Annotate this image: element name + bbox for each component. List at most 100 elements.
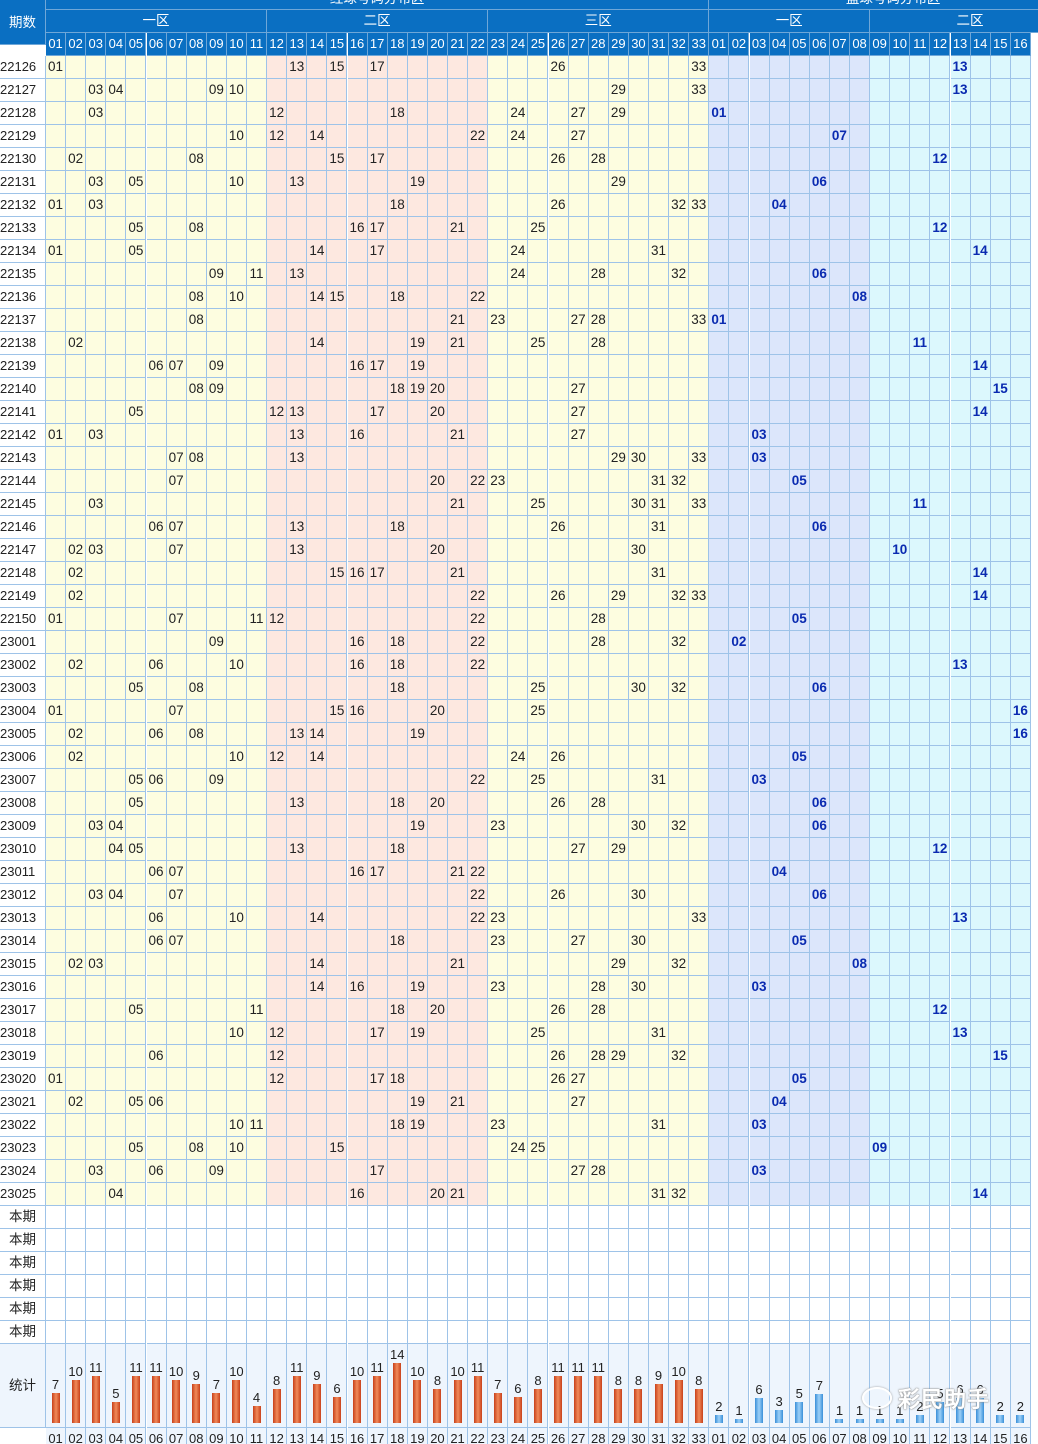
current-period-pick-cell[interactable] bbox=[528, 1206, 549, 1229]
current-period-pick-cell[interactable] bbox=[769, 1298, 790, 1321]
current-period-pick-cell[interactable] bbox=[568, 1229, 589, 1252]
current-period-pick-cell[interactable] bbox=[608, 1206, 629, 1229]
current-period-pick-cell[interactable] bbox=[66, 1275, 87, 1298]
current-period-pick-cell[interactable] bbox=[729, 1229, 750, 1252]
current-period-pick-cell[interactable] bbox=[568, 1275, 589, 1298]
current-period-pick-cell[interactable] bbox=[548, 1229, 569, 1252]
current-period-pick-cell[interactable] bbox=[407, 1229, 428, 1252]
current-period-pick-cell[interactable] bbox=[890, 1206, 911, 1229]
current-period-pick-cell[interactable] bbox=[146, 1229, 167, 1252]
current-period-pick-cell[interactable] bbox=[970, 1275, 991, 1298]
current-period-pick-cell[interactable] bbox=[66, 1252, 87, 1275]
current-period-pick-cell[interactable] bbox=[146, 1321, 167, 1344]
current-period-pick-cell[interactable] bbox=[608, 1298, 629, 1321]
current-period-pick-cell[interactable] bbox=[970, 1321, 991, 1344]
current-period-pick-cell[interactable] bbox=[990, 1229, 1011, 1252]
current-period-pick-cell[interactable] bbox=[488, 1229, 509, 1252]
current-period-pick-cell[interactable] bbox=[247, 1229, 268, 1252]
current-period-pick-cell[interactable] bbox=[809, 1298, 830, 1321]
current-period-pick-cell[interactable] bbox=[749, 1229, 770, 1252]
current-period-pick-cell[interactable] bbox=[649, 1298, 670, 1321]
current-period-pick-cell[interactable] bbox=[86, 1321, 107, 1344]
current-period-pick-cell[interactable] bbox=[468, 1252, 489, 1275]
current-period-pick-cell[interactable] bbox=[186, 1298, 207, 1321]
current-period-pick-cell[interactable] bbox=[689, 1298, 710, 1321]
current-period-pick-cell[interactable] bbox=[186, 1275, 207, 1298]
current-period-pick-cell[interactable] bbox=[628, 1275, 649, 1298]
current-period-pick-cell[interactable] bbox=[709, 1275, 730, 1298]
current-period-pick-cell[interactable] bbox=[46, 1229, 67, 1252]
current-period-pick-cell[interactable] bbox=[689, 1321, 710, 1344]
current-period-pick-cell[interactable] bbox=[990, 1321, 1011, 1344]
current-period-pick-cell[interactable] bbox=[588, 1275, 609, 1298]
current-period-pick-cell[interactable] bbox=[427, 1321, 448, 1344]
current-period-pick-cell[interactable] bbox=[789, 1298, 810, 1321]
current-period-pick-cell[interactable] bbox=[66, 1229, 87, 1252]
current-period-pick-cell[interactable] bbox=[226, 1275, 247, 1298]
current-period-pick-cell[interactable] bbox=[950, 1298, 971, 1321]
current-period-pick-cell[interactable] bbox=[749, 1298, 770, 1321]
current-period-pick-cell[interactable] bbox=[910, 1252, 931, 1275]
current-period-pick-cell[interactable] bbox=[186, 1321, 207, 1344]
current-period-pick-cell[interactable] bbox=[86, 1229, 107, 1252]
current-period-pick-cell[interactable] bbox=[910, 1229, 931, 1252]
current-period-pick-cell[interactable] bbox=[1010, 1298, 1031, 1321]
current-period-pick-cell[interactable] bbox=[1010, 1229, 1031, 1252]
current-period-pick-cell[interactable] bbox=[448, 1321, 469, 1344]
current-period-pick-cell[interactable] bbox=[890, 1275, 911, 1298]
current-period-pick-cell[interactable] bbox=[769, 1275, 790, 1298]
current-period-pick-cell[interactable] bbox=[186, 1252, 207, 1275]
current-period-pick-cell[interactable] bbox=[327, 1321, 348, 1344]
current-period-pick-cell[interactable] bbox=[468, 1321, 489, 1344]
current-period-pick-cell[interactable] bbox=[126, 1252, 147, 1275]
current-period-pick-cell[interactable] bbox=[829, 1298, 850, 1321]
current-period-pick-cell[interactable] bbox=[588, 1298, 609, 1321]
current-period-pick-cell[interactable] bbox=[930, 1275, 951, 1298]
current-period-pick-cell[interactable] bbox=[508, 1298, 529, 1321]
current-period-pick-cell[interactable] bbox=[990, 1206, 1011, 1229]
current-period-pick-cell[interactable] bbox=[548, 1321, 569, 1344]
current-period-pick-cell[interactable] bbox=[910, 1321, 931, 1344]
current-period-pick-cell[interactable] bbox=[86, 1275, 107, 1298]
current-period-pick-cell[interactable] bbox=[488, 1252, 509, 1275]
current-period-pick-cell[interactable] bbox=[46, 1275, 67, 1298]
current-period-pick-cell[interactable] bbox=[146, 1275, 167, 1298]
current-period-pick-cell[interactable] bbox=[749, 1321, 770, 1344]
current-period-pick-cell[interactable] bbox=[247, 1206, 268, 1229]
current-period-pick-cell[interactable] bbox=[769, 1206, 790, 1229]
current-period-pick-cell[interactable] bbox=[649, 1275, 670, 1298]
current-period-pick-cell[interactable] bbox=[870, 1229, 891, 1252]
current-period-pick-cell[interactable] bbox=[287, 1298, 308, 1321]
current-period-pick-cell[interactable] bbox=[608, 1252, 629, 1275]
current-period-pick-cell[interactable] bbox=[850, 1206, 871, 1229]
current-period-pick-cell[interactable] bbox=[829, 1321, 850, 1344]
current-period-pick-cell[interactable] bbox=[206, 1275, 227, 1298]
current-period-pick-cell[interactable] bbox=[206, 1229, 227, 1252]
current-period-pick-cell[interactable] bbox=[508, 1206, 529, 1229]
current-period-pick-cell[interactable] bbox=[166, 1252, 187, 1275]
current-period-pick-cell[interactable] bbox=[950, 1252, 971, 1275]
current-period-pick-cell[interactable] bbox=[287, 1252, 308, 1275]
current-period-pick-cell[interactable] bbox=[528, 1252, 549, 1275]
current-period-pick-cell[interactable] bbox=[307, 1252, 328, 1275]
current-period-pick-cell[interactable] bbox=[649, 1229, 670, 1252]
current-period-pick-cell[interactable] bbox=[448, 1298, 469, 1321]
current-period-pick-cell[interactable] bbox=[749, 1275, 770, 1298]
current-period-pick-cell[interactable] bbox=[709, 1321, 730, 1344]
current-period-pick-cell[interactable] bbox=[86, 1252, 107, 1275]
current-period-pick-cell[interactable] bbox=[910, 1298, 931, 1321]
current-period-pick-cell[interactable] bbox=[709, 1206, 730, 1229]
current-period-pick-cell[interactable] bbox=[427, 1298, 448, 1321]
current-period-pick-cell[interactable] bbox=[166, 1206, 187, 1229]
current-period-pick-cell[interactable] bbox=[649, 1321, 670, 1344]
current-period-pick-cell[interactable] bbox=[669, 1275, 690, 1298]
current-period-pick-cell[interactable] bbox=[106, 1321, 127, 1344]
current-period-pick-cell[interactable] bbox=[548, 1298, 569, 1321]
current-period-pick-cell[interactable] bbox=[930, 1252, 951, 1275]
current-period-pick-cell[interactable] bbox=[367, 1298, 388, 1321]
current-period-pick-cell[interactable] bbox=[729, 1206, 750, 1229]
current-period-pick-cell[interactable] bbox=[307, 1275, 328, 1298]
current-period-pick-cell[interactable] bbox=[206, 1206, 227, 1229]
current-period-pick-cell[interactable] bbox=[367, 1252, 388, 1275]
current-period-pick-cell[interactable] bbox=[950, 1321, 971, 1344]
